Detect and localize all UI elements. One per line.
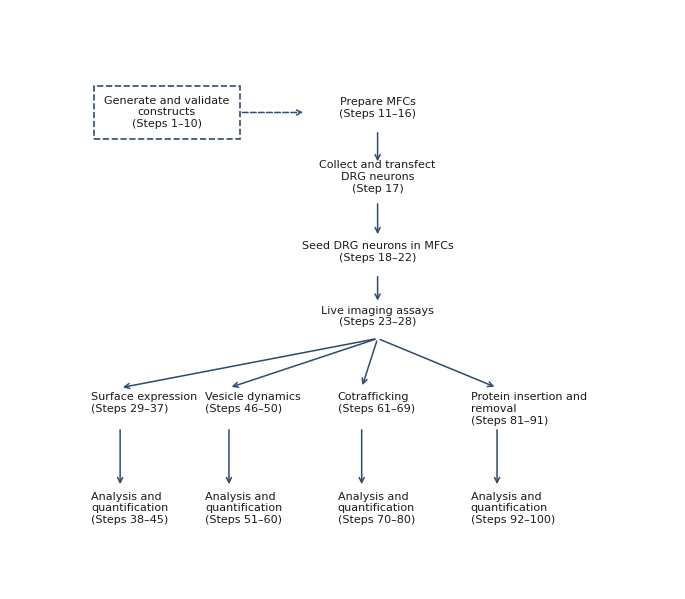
Text: Generate and validate
constructs
(Steps 1–10): Generate and validate constructs (Steps … (104, 96, 229, 129)
Text: Analysis and
quantification
(Steps 70–80): Analysis and quantification (Steps 70–80… (338, 492, 415, 525)
Text: Seed DRG neurons in MFCs
(Steps 18–22): Seed DRG neurons in MFCs (Steps 18–22) (301, 241, 453, 262)
Text: Live imaging assays
(Steps 23–28): Live imaging assays (Steps 23–28) (321, 305, 434, 327)
Text: Analysis and
quantification
(Steps 51–60): Analysis and quantification (Steps 51–60… (205, 492, 282, 525)
Text: Analysis and
quantification
(Steps 92–100): Analysis and quantification (Steps 92–10… (471, 492, 555, 525)
Text: Analysis and
quantification
(Steps 38–45): Analysis and quantification (Steps 38–45… (91, 492, 169, 525)
Text: Collect and transfect
DRG neurons
(Step 17): Collect and transfect DRG neurons (Step … (319, 161, 436, 193)
Text: Cotrafficking
(Steps 61–69): Cotrafficking (Steps 61–69) (338, 392, 415, 414)
Text: Vesicle dynamics
(Steps 46–50): Vesicle dynamics (Steps 46–50) (205, 392, 301, 414)
Text: Prepare MFCs
(Steps 11–16): Prepare MFCs (Steps 11–16) (339, 97, 416, 119)
Text: Surface expression
(Steps 29–37): Surface expression (Steps 29–37) (91, 392, 197, 414)
Text: Protein insertion and
removal
(Steps 81–91): Protein insertion and removal (Steps 81–… (471, 392, 586, 426)
